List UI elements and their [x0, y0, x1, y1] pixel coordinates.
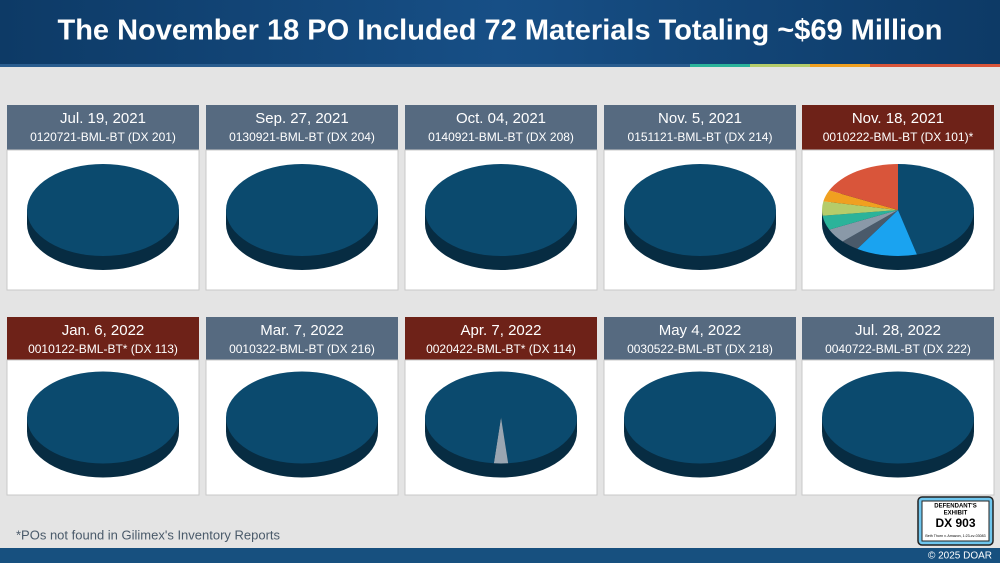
pie-slice — [624, 164, 776, 256]
panel-header — [206, 105, 398, 150]
pie-slice — [27, 371, 179, 464]
exhibit-case: Beth Thorn v. Amazon, 1:23-cv-03083 — [925, 534, 985, 538]
title-bar — [0, 0, 1000, 64]
panel-po: 0030522-BML-BT (DX 218) — [627, 342, 773, 356]
panel-date: Sep. 27, 2021 — [255, 110, 348, 127]
panel-header — [7, 317, 199, 360]
footer-bar — [0, 548, 1000, 563]
exhibit-sub: EXHIBIT — [944, 511, 968, 517]
panel-date: Nov. 5, 2021 — [658, 110, 742, 127]
panel-date: May 4, 2022 — [659, 322, 742, 339]
accent — [690, 64, 750, 67]
pie-slice — [425, 164, 577, 256]
panel-header — [405, 317, 597, 360]
panel-header — [206, 317, 398, 360]
accent — [0, 64, 690, 67]
footnote: *POs not found in Gilimex's Inventory Re… — [16, 527, 281, 542]
pie-slice — [425, 371, 501, 464]
pie-slice — [822, 371, 974, 464]
pie-slice — [822, 210, 898, 230]
pie-slice — [501, 371, 577, 464]
pie-slice — [857, 210, 917, 256]
panel-header — [802, 105, 994, 150]
exhibit-label: DEFENDANT'S — [934, 504, 976, 510]
panel-po: 0010122-BML-BT* (DX 113) — [28, 342, 178, 356]
pie-slice — [829, 164, 898, 210]
exhibit-inner — [921, 500, 990, 542]
pie-slice — [624, 371, 776, 464]
panel-date: Jan. 6, 2022 — [62, 322, 145, 339]
panel-date: Nov. 18, 2021 — [852, 110, 944, 127]
panel-po: 0140921-BML-BT (DX 208) — [428, 130, 574, 144]
panel-po: 0151121-BML-BT (DX 214) — [628, 130, 773, 144]
panel-date: Jul. 28, 2022 — [855, 322, 941, 339]
panel-header — [7, 105, 199, 150]
pie-slice — [829, 210, 898, 242]
accent — [810, 64, 870, 67]
pie-slice — [898, 164, 974, 255]
panel-date: Apr. 7, 2022 — [461, 322, 542, 339]
panel-po: 0040722-BML-BT (DX 222) — [825, 342, 971, 356]
copyright: © 2025 DOAR — [928, 551, 992, 562]
pie-slice — [842, 210, 898, 249]
panel-po: 0120721-BML-BT (DX 201) — [30, 130, 176, 144]
pie-slice — [226, 164, 378, 256]
panel-header — [405, 105, 597, 150]
exhibit-number: DX 903 — [935, 516, 975, 530]
panel-header — [802, 317, 994, 360]
panel-po: 0020422-BML-BT* (DX 114) — [426, 342, 576, 356]
accent — [750, 64, 810, 67]
pie-slice — [493, 417, 509, 464]
panel-header — [604, 317, 796, 360]
panel-po: 0010322-BML-BT (DX 216) — [229, 342, 375, 356]
pie-slice — [822, 201, 898, 216]
pie-slice — [823, 190, 898, 210]
slide-title: The November 18 PO Included 72 Materials… — [57, 15, 942, 47]
panel-po: 0130921-BML-BT (DX 204) — [229, 130, 375, 144]
panel-po: 0010222-BML-BT (DX 101)* — [823, 130, 974, 144]
panel-date: Mar. 7, 2022 — [260, 322, 343, 339]
panel-header — [604, 105, 796, 150]
pie-slice — [226, 371, 378, 464]
accent — [870, 64, 1000, 67]
panel-date: Oct. 04, 2021 — [456, 110, 546, 127]
pie-slice — [27, 164, 179, 256]
panel-date: Jul. 19, 2021 — [60, 110, 146, 127]
